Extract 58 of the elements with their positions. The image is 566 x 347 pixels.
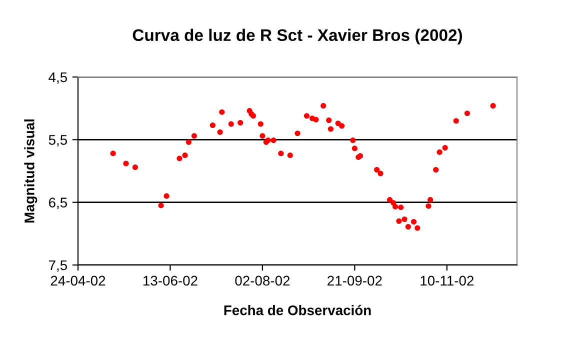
point xyxy=(396,218,402,224)
point xyxy=(414,225,420,231)
y-axis-title: Magnitud visual xyxy=(24,120,38,223)
point xyxy=(228,121,234,127)
point xyxy=(433,166,439,173)
point xyxy=(219,109,225,115)
y-tick-label: 5,5 xyxy=(48,135,68,146)
point xyxy=(287,152,293,158)
point xyxy=(320,103,326,109)
point xyxy=(378,170,384,176)
point xyxy=(338,123,345,129)
point xyxy=(176,156,182,162)
point xyxy=(436,149,442,155)
point xyxy=(410,218,416,225)
point xyxy=(405,224,411,230)
point xyxy=(210,122,216,128)
x-axis-title: Fecha de Observación xyxy=(224,304,371,316)
point xyxy=(158,202,164,208)
point xyxy=(313,116,319,122)
point xyxy=(191,133,197,139)
point xyxy=(464,110,470,116)
point xyxy=(217,129,223,135)
x-tick-label: 02-08-02 xyxy=(235,276,290,286)
point xyxy=(270,138,276,144)
point xyxy=(398,204,404,210)
point xyxy=(326,117,332,124)
x-tick-label: 13-06-02 xyxy=(143,276,198,286)
point xyxy=(428,197,434,203)
point xyxy=(392,204,398,210)
y-tick-label: 4,5 xyxy=(48,72,68,84)
point xyxy=(278,150,284,156)
point xyxy=(426,203,432,209)
point xyxy=(374,166,380,173)
point xyxy=(453,118,459,124)
point xyxy=(294,130,300,136)
point xyxy=(186,139,192,145)
point xyxy=(328,126,334,132)
point xyxy=(110,150,116,156)
point xyxy=(402,216,408,222)
x-tick-label: 10-11-02 xyxy=(420,276,474,286)
point xyxy=(350,138,356,144)
y-tick-label: 7,5 xyxy=(48,260,68,272)
point xyxy=(260,133,266,139)
chart-title: Curva de luz de R Sct - Xavier Bros (2002) xyxy=(132,28,462,44)
point xyxy=(164,193,170,199)
point xyxy=(258,121,264,127)
point xyxy=(238,120,244,126)
point xyxy=(123,160,129,166)
point xyxy=(442,145,448,151)
point xyxy=(132,164,138,170)
y-tick-label: 6,5 xyxy=(48,198,68,210)
point xyxy=(490,103,496,109)
x-tick-label: 21-09-02 xyxy=(328,276,382,286)
point xyxy=(386,197,393,203)
point xyxy=(304,113,310,119)
point xyxy=(182,152,188,158)
point xyxy=(352,146,358,152)
x-tick-label: 24-04-02 xyxy=(50,276,106,286)
